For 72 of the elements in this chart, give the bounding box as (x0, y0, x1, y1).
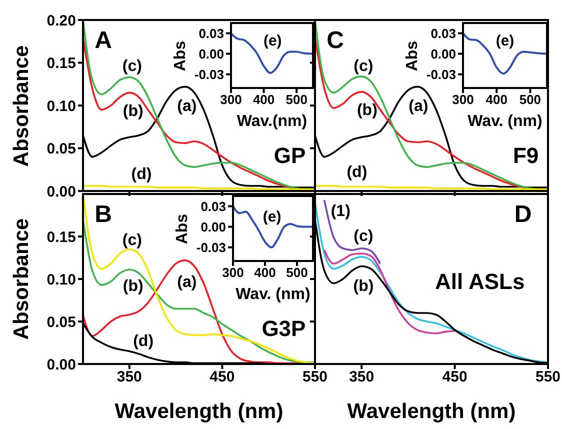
chart-title: A (94, 26, 112, 55)
x-tick-label: 550 (302, 368, 328, 386)
chart-title: D (514, 200, 532, 229)
y-tick-label: 0.00 (430, 46, 456, 62)
x-axis-title: Wavelength (nm) (114, 400, 284, 424)
y-tick-label: 0.20 (46, 12, 76, 30)
text: All ASLs (435, 268, 525, 295)
annotation: (a) (177, 98, 197, 116)
annotation: (d) (133, 332, 154, 351)
annotation: (c) (122, 232, 142, 250)
x-tick-label: 350 (116, 368, 142, 386)
x-tick-label: 400 (254, 265, 276, 280)
y-axis-title: Absorbance (10, 218, 34, 340)
y-tick-label: 0.10 (46, 98, 76, 115)
annotation: (b) (122, 103, 144, 122)
text: GP (274, 143, 306, 170)
annotation: (d) (346, 164, 368, 182)
annotation: (e) (262, 208, 282, 226)
annotation: (1) (330, 202, 350, 221)
annotation: (b) (122, 278, 144, 296)
x-tick-label: 350 (349, 368, 374, 386)
line-series (231, 32, 313, 74)
line-series (233, 205, 313, 248)
y-tick-label: 0.00 (200, 219, 226, 234)
y-tick-label: -0.03 (194, 66, 224, 82)
y-tick-label: 0.00 (198, 46, 224, 62)
x-tick-label: 500 (286, 265, 308, 280)
y-axis-title: Abs (404, 40, 422, 71)
y-tick-label: 0.03 (430, 26, 456, 41)
annotation: (c) (122, 58, 142, 76)
y-tick-label: 0.03 (200, 198, 226, 214)
x-tick-label: 550 (535, 368, 561, 386)
text: G3P (262, 316, 306, 342)
y-tick-label: 0.03 (198, 26, 224, 41)
annotation: (c) (354, 228, 374, 246)
y-tick-label: 0.05 (46, 140, 76, 158)
x-tick-label: 450 (442, 368, 468, 386)
x-axis-title: Wav. (nm) (236, 286, 310, 304)
y-tick-label: 0.15 (46, 228, 76, 246)
annotation: (a) (408, 98, 428, 116)
y-tick-label: 0.10 (46, 271, 76, 288)
x-tick-label: 500 (519, 92, 542, 108)
y-tick-label: -0.03 (196, 240, 226, 255)
y-tick-label: 0.00 (46, 183, 76, 200)
x-tick-label: 300 (220, 92, 242, 108)
y-tick-label: -0.03 (426, 66, 456, 82)
y-tick-label: 0.05 (46, 314, 76, 331)
x-tick-label: 500 (286, 92, 308, 108)
chart-title: B (94, 200, 112, 229)
x-axis-title: Wav. (nm) (468, 113, 542, 131)
line-series (463, 32, 547, 75)
x-tick-label: 300 (452, 92, 474, 108)
x-tick-label: 300 (222, 265, 244, 280)
x-tick-label: 400 (486, 92, 508, 108)
annotation: (a) (177, 274, 197, 292)
y-axis-title: Abs (172, 40, 190, 71)
x-axis-title: Wavelength (nm) (347, 400, 516, 424)
annotation: (d) (131, 166, 152, 184)
annotation: (e) (496, 32, 514, 50)
y-tick-label: 0.15 (46, 55, 76, 72)
annotation: (b) (356, 102, 378, 120)
x-tick-label: 450 (210, 368, 235, 386)
x-axis-title: Wav.(nm) (236, 113, 308, 131)
y-tick-label: 0.00 (46, 356, 76, 374)
annotation: (b) (353, 278, 374, 296)
text: F9 (512, 143, 539, 170)
y-axis-title: Absorbance (10, 44, 34, 166)
annotation: (c) (354, 58, 374, 76)
annotation: (e) (263, 32, 282, 50)
chart-title: C (326, 26, 344, 55)
x-tick-label: 400 (252, 92, 275, 108)
y-axis-title: Abs (174, 213, 192, 244)
